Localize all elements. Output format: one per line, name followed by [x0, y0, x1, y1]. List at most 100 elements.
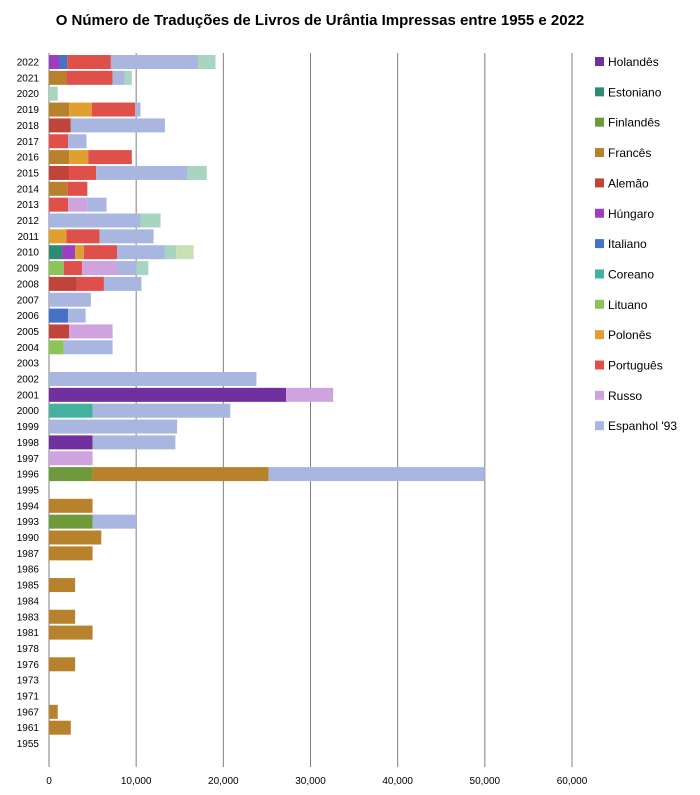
bar-segment	[116, 245, 165, 260]
legend-label: Húngaro	[608, 207, 654, 221]
legend-label: Italiano	[608, 237, 647, 251]
y-tick-label: 2015	[17, 168, 40, 179]
y-axis-labels: 2022 2021 2020 2019 2018 2017 2016 2015 2014 2013…	[17, 58, 40, 751]
bar-segment	[112, 70, 125, 85]
y-tick-label: 1981	[17, 628, 40, 639]
x-tick-label: 60,000	[557, 776, 588, 787]
legend-swatch	[595, 390, 604, 400]
bar-segment	[67, 181, 88, 196]
legend-swatch	[595, 360, 604, 370]
bar-segment	[49, 229, 67, 244]
bar-segment	[83, 245, 117, 260]
x-axis-labels: 0 10,000 20,000 30,000 40,000 50,000 60,000	[46, 776, 588, 787]
legend-label: Espanhol '93	[608, 419, 677, 433]
bar-segment	[49, 165, 70, 180]
legend-swatch	[595, 57, 604, 66]
y-tick-label: 2019	[17, 105, 40, 116]
bar-segment	[49, 372, 257, 386]
legend-label: Francês	[608, 146, 651, 160]
bar-segment	[49, 704, 58, 719]
bar-segment	[49, 292, 91, 307]
legend-label: Português	[608, 359, 663, 373]
bar-segment	[76, 276, 104, 291]
bar-segment	[63, 261, 83, 276]
bar-segment	[49, 181, 68, 196]
y-tick-label: 2018	[17, 121, 40, 132]
bar-segment	[66, 229, 100, 244]
bar-segment	[135, 102, 141, 117]
legend-label: Coreano	[608, 267, 654, 281]
legend-label: Alemão	[608, 176, 649, 190]
y-tick-label: 2017	[17, 137, 40, 148]
chart-title: O Número de Traduções de Livros de Urânt…	[55, 12, 585, 29]
bar-segment	[49, 435, 93, 450]
bar-segment	[136, 261, 149, 276]
bar-segment	[91, 102, 136, 117]
bar-segment	[92, 435, 176, 450]
bar-segment	[92, 514, 137, 529]
bar-segment	[49, 387, 287, 402]
y-tick-label: 1961	[17, 723, 40, 734]
y-tick-label: 2012	[17, 216, 40, 227]
x-tick-label: 50,000	[470, 776, 501, 787]
bar-segment	[66, 70, 113, 85]
x-tick-label: 30,000	[295, 776, 326, 787]
legend-swatch	[595, 178, 604, 188]
y-tick-label: 2016	[17, 153, 40, 164]
bar-segment	[49, 578, 76, 593]
legend-label: Holandês	[608, 55, 659, 69]
bar-segment	[62, 245, 76, 260]
y-tick-label: 1971	[17, 692, 40, 703]
bar-segment	[92, 467, 269, 482]
y-tick-label: 1983	[17, 612, 40, 623]
bar-segment	[69, 324, 113, 339]
bar-segment	[49, 70, 67, 85]
bar-segment	[176, 245, 194, 260]
bar-segment	[103, 276, 142, 291]
bar-segment	[49, 197, 69, 212]
legend-swatch	[595, 299, 604, 309]
x-tick-label: 20,000	[208, 776, 239, 787]
bar-segment	[49, 134, 69, 149]
bar-segment	[63, 340, 113, 355]
bar-segment	[268, 467, 485, 482]
legend-label: Russo	[608, 389, 642, 403]
y-tick-label: 1986	[17, 565, 40, 576]
bar-segment	[49, 609, 76, 624]
legend-swatch	[595, 117, 604, 127]
y-tick-label: 1993	[17, 517, 40, 528]
bar-segment	[68, 197, 88, 212]
y-tick-label: 2005	[17, 327, 40, 338]
bar-segment	[198, 55, 216, 69]
legend-label: Lituano	[608, 298, 648, 312]
legend-label: Finlandês	[608, 116, 660, 130]
y-tick-label: 2008	[17, 279, 40, 290]
y-tick-label: 2010	[17, 248, 40, 259]
bar-segment	[88, 150, 132, 165]
y-tick-label: 1967	[17, 707, 40, 718]
legend-swatch	[595, 87, 604, 97]
bar-segment	[49, 55, 60, 69]
bar-segment	[87, 197, 107, 212]
bar-segment	[116, 261, 137, 276]
legend-swatch	[595, 148, 604, 158]
bar-segment	[70, 118, 165, 133]
bar-segment	[69, 165, 97, 180]
y-tick-label: 2014	[17, 184, 40, 195]
y-tick-label: 2022	[17, 58, 40, 69]
bar-segment	[59, 55, 68, 69]
legend-label: Estoniano	[608, 85, 662, 99]
y-tick-label: 2007	[17, 295, 40, 306]
bar-segment	[49, 451, 93, 466]
bar-segment	[49, 467, 93, 482]
legend-swatch	[595, 269, 604, 279]
bar-segment	[49, 324, 70, 339]
bar-segment	[49, 308, 69, 323]
legend-swatch	[595, 330, 604, 340]
bar-segment	[286, 387, 334, 402]
y-tick-label: 1955	[17, 739, 40, 750]
y-tick-label: 2004	[17, 343, 40, 354]
bar-segment	[68, 308, 86, 323]
y-tick-label: 1978	[17, 644, 40, 655]
